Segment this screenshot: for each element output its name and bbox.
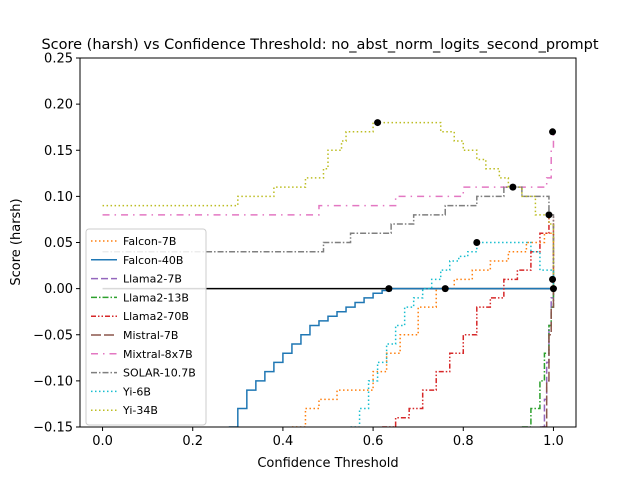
- y-tick-label: 0.25: [44, 52, 73, 67]
- x-axis-label: Confidence Threshold: [257, 456, 398, 471]
- series-line-yi-6b: [350, 241, 555, 427]
- optimum-marker: [385, 285, 393, 293]
- y-tick-label: 0.20: [44, 98, 73, 113]
- optimum-marker: [549, 128, 557, 136]
- y-axis: −0.15 −0.10 −0.05 0.00 0.05 0.10 0.15 0.20 0.25: [33, 52, 80, 436]
- series-line-llama2-13b: [521, 288, 555, 427]
- legend-label: Llama2-70B: [123, 310, 189, 323]
- legend-label: Falcon-40B: [123, 254, 183, 267]
- x-tick-label: 0.8: [453, 434, 474, 449]
- optimum-marker: [473, 239, 481, 246]
- y-tick-label: 0.05: [44, 236, 73, 251]
- y-tick-label: 0.10: [44, 190, 73, 205]
- legend: Falcon-7B Falcon-40B Llama2-7B Llama2-13B Ll…: [85, 228, 207, 426]
- x-tick-label: 0.4: [273, 434, 294, 449]
- y-tick-label: 0.15: [44, 144, 73, 159]
- legend-label: Mixtral-8x7B: [123, 348, 193, 361]
- legend-label: Falcon-7B: [123, 235, 176, 248]
- chart-title: Score (harsh) vs Confidence Threshold: n…: [41, 37, 598, 53]
- optimum-marker: [509, 183, 517, 191]
- legend-label: Yi-34B: [122, 404, 158, 417]
- x-tick-label: 0.2: [182, 434, 203, 449]
- y-axis-label: Score (harsh): [9, 198, 24, 285]
- series-line-llama2-70b: [382, 214, 555, 427]
- y-tick-label: −0.15: [33, 421, 73, 436]
- optimum-marker: [549, 285, 557, 293]
- legend-label: Llama2-13B: [123, 291, 189, 304]
- legend-label: Yi-6B: [122, 385, 151, 398]
- series-line-mistral-7b: [542, 288, 555, 427]
- x-axis: 0.0 0.2 0.4 0.6 0.8 1.0: [92, 427, 564, 449]
- optimum-marker: [549, 275, 557, 283]
- optimum-marker: [545, 211, 553, 219]
- y-tick-label: 0.00: [44, 282, 73, 297]
- marker-layer: [374, 119, 557, 293]
- series-line-mixtral-8x7b: [102, 131, 555, 216]
- x-tick-label: 0.6: [363, 434, 384, 449]
- legend-label: SOLAR-10.7B: [123, 367, 196, 380]
- series-line-solar-10-7b: [102, 186, 555, 289]
- x-tick-label: 1.0: [543, 434, 564, 449]
- y-tick-label: −0.10: [33, 374, 73, 389]
- legend-label: Mistral-7B: [123, 329, 178, 342]
- legend-label: Llama2-7B: [123, 273, 182, 286]
- x-tick-label: 0.0: [92, 434, 113, 449]
- optimum-marker: [441, 285, 449, 293]
- optimum-marker: [374, 119, 382, 127]
- y-tick-label: −0.05: [33, 328, 73, 343]
